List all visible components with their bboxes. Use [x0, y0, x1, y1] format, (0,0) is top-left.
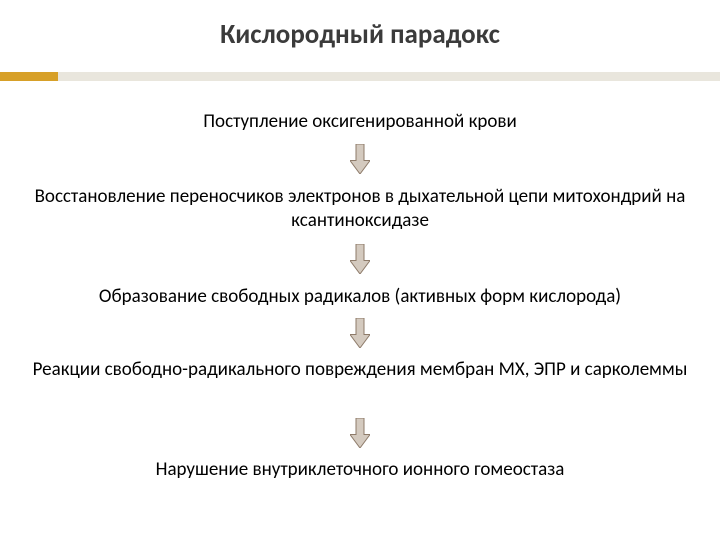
step-2: Восстановление переносчиков электронов в…: [0, 185, 720, 233]
slide-root: Кислородный парадокс Поступление оксиген…: [0, 0, 720, 540]
down-arrow-icon: [350, 418, 370, 448]
accent-bar: [0, 72, 720, 81]
down-arrow-icon: [350, 318, 370, 348]
accent-bar-right: [58, 72, 720, 81]
accent-bar-left: [0, 72, 58, 81]
step-5: Нарушение внутриклеточного ионного гомео…: [0, 458, 720, 482]
step-4: Реакции свободно-радикального повреждени…: [0, 358, 720, 382]
step-3: Образование свободных радикалов (активны…: [0, 285, 720, 309]
down-arrow-icon: [350, 144, 370, 174]
step-1: Поступление оксигенированной крови: [0, 110, 720, 134]
slide-title: Кислородный парадокс: [0, 18, 720, 51]
down-arrow-icon: [350, 244, 370, 274]
